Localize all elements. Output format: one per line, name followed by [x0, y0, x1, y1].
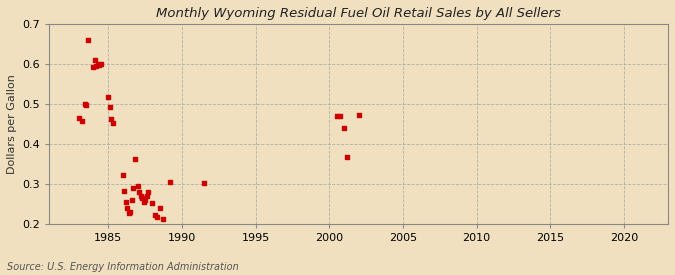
Point	[104, 105, 115, 109]
Point	[130, 157, 140, 161]
Point	[117, 173, 128, 177]
Point	[122, 206, 133, 210]
Point	[198, 180, 209, 185]
Point	[157, 217, 168, 222]
Point	[138, 200, 149, 204]
Point	[119, 189, 130, 193]
Point	[142, 190, 153, 194]
Point	[90, 58, 101, 62]
Point	[107, 121, 118, 125]
Point	[137, 196, 148, 200]
Point	[353, 113, 364, 117]
Point	[106, 117, 117, 122]
Text: Source: U.S. Energy Information Administration: Source: U.S. Energy Information Administ…	[7, 262, 238, 272]
Point	[135, 194, 146, 199]
Point	[91, 64, 102, 68]
Point	[147, 201, 158, 206]
Point	[126, 198, 137, 202]
Point	[125, 210, 136, 214]
Point	[331, 114, 342, 118]
Point	[95, 62, 106, 66]
Point	[141, 194, 152, 199]
Title: Monthly Wyoming Residual Fuel Oil Retail Sales by All Sellers: Monthly Wyoming Residual Fuel Oil Retail…	[156, 7, 561, 20]
Y-axis label: Dollars per Gallon: Dollars per Gallon	[7, 74, 17, 174]
Point	[155, 206, 165, 210]
Point	[76, 119, 87, 123]
Point	[140, 198, 151, 202]
Point	[339, 126, 350, 130]
Point	[103, 95, 113, 100]
Point	[124, 211, 134, 215]
Point	[88, 65, 99, 69]
Point	[94, 63, 105, 67]
Point	[121, 200, 132, 204]
Point	[81, 103, 92, 107]
Point	[342, 155, 352, 160]
Point	[82, 38, 93, 42]
Point	[151, 215, 162, 219]
Point	[165, 180, 176, 184]
Point	[92, 62, 103, 66]
Point	[150, 213, 161, 218]
Point	[334, 114, 345, 118]
Point	[79, 102, 90, 106]
Point	[74, 116, 84, 121]
Point	[134, 190, 144, 194]
Point	[128, 186, 138, 190]
Point	[132, 184, 143, 188]
